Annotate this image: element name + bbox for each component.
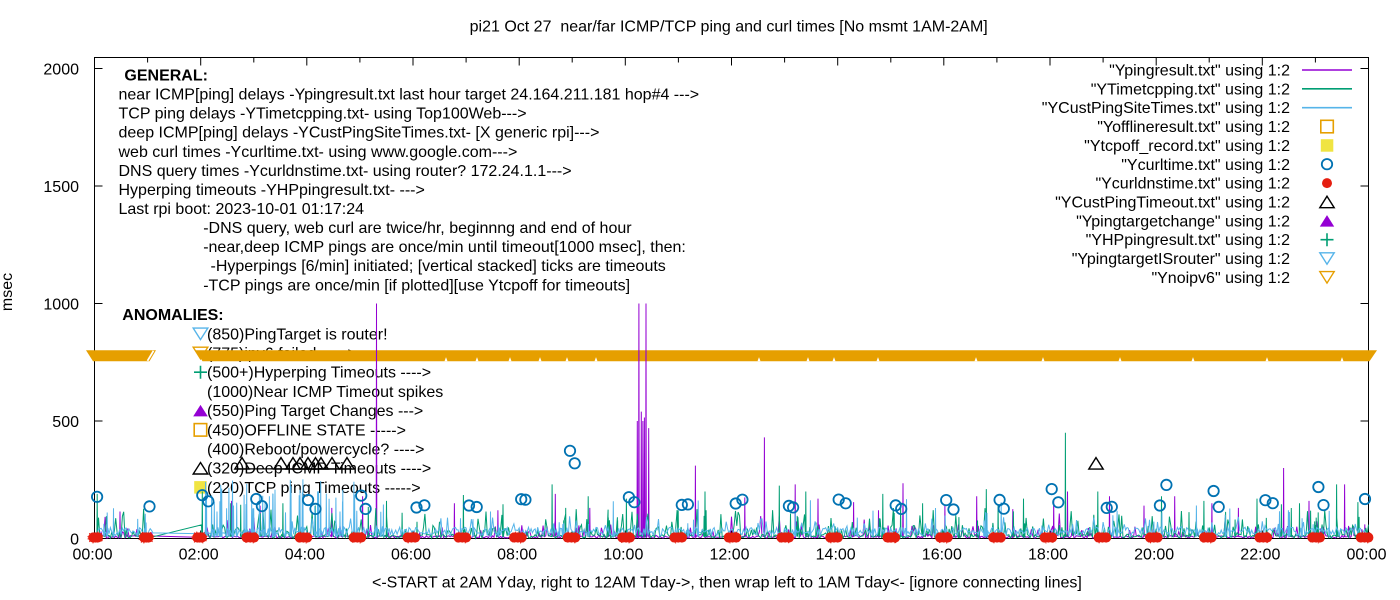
svg-text:00:00: 00:00 — [72, 547, 112, 564]
svg-text:"Ycurldnstime.txt" using 1:2: "Ycurldnstime.txt" using 1:2 — [1095, 176, 1290, 193]
svg-text:500: 500 — [52, 414, 79, 431]
svg-text:(220)TCP ping Timeouts ----->: (220)TCP ping Timeouts -----> — [207, 480, 421, 497]
svg-text:1000: 1000 — [43, 296, 79, 313]
svg-text:00:00: 00:00 — [1346, 547, 1386, 564]
svg-text:2000: 2000 — [43, 61, 79, 78]
svg-text:"YCustPingSiteTimes.txt" using: "YCustPingSiteTimes.txt" using 1:2 — [1042, 100, 1290, 117]
svg-text:"Yofflineresult.txt" using 1:2: "Yofflineresult.txt" using 1:2 — [1097, 119, 1290, 136]
svg-text:"Ypingresult.txt" using 1:2: "Ypingresult.txt" using 1:2 — [1109, 63, 1290, 80]
svg-text:1500: 1500 — [43, 179, 79, 196]
svg-text:(450)OFFLINE STATE ----->: (450)OFFLINE STATE -----> — [207, 422, 406, 439]
svg-text:"YpingtargetISrouter" using 1:: "YpingtargetISrouter" using 1:2 — [1072, 251, 1290, 268]
svg-text:ANOMALIES:: ANOMALIES: — [122, 307, 223, 324]
svg-text:20:00: 20:00 — [1134, 547, 1174, 564]
svg-text:14:00: 14:00 — [816, 547, 856, 564]
svg-text:"Ypingtargetchange" using 1:2: "Ypingtargetchange" using 1:2 — [1076, 213, 1290, 230]
svg-text:(850)PingTarget is router!: (850)PingTarget is router! — [207, 326, 388, 343]
svg-text:-DNS query, web curl are twice: -DNS query, web curl are twice/hr, begin… — [203, 220, 632, 237]
svg-text:Hyperping timeouts -YHPpingres: Hyperping timeouts -YHPpingresult.txt- -… — [119, 182, 425, 199]
svg-text:04:00: 04:00 — [285, 547, 325, 564]
svg-text:pi21 Oct 27 near/far ICMP/TCP: pi21 Oct 27 near/far ICMP/TCP ping and c… — [470, 19, 988, 36]
svg-text:08:00: 08:00 — [497, 547, 537, 564]
svg-text:"YHPpingresult.txt" using 1:2: "YHPpingresult.txt" using 1:2 — [1086, 232, 1290, 249]
svg-text:16:00: 16:00 — [922, 547, 962, 564]
svg-text:GENERAL:: GENERAL: — [124, 68, 208, 85]
svg-text:18:00: 18:00 — [1028, 547, 1068, 564]
svg-text:"Ytcpoff_record.txt" using 1:2: "Ytcpoff_record.txt" using 1:2 — [1084, 138, 1290, 155]
svg-text:02:00: 02:00 — [179, 547, 219, 564]
svg-text:22:00: 22:00 — [1240, 547, 1280, 564]
svg-text:-TCP pings are once/min [if pl: -TCP pings are once/min [if plotted][use… — [203, 277, 630, 294]
svg-text:web curl times -Ycurltime.txt-: web curl times -Ycurltime.txt- using www… — [118, 144, 518, 161]
svg-text:Last rpi boot: 2023-10-01 01:1: Last rpi boot: 2023-10-01 01:17:24 — [119, 201, 365, 218]
svg-text:0: 0 — [70, 531, 79, 548]
svg-text:"Ycurltime.txt" using 1:2: "Ycurltime.txt" using 1:2 — [1121, 157, 1290, 174]
svg-text:(500+)Hyperping Timeouts ---->: (500+)Hyperping Timeouts ----> — [207, 365, 431, 382]
svg-text:"YTimetcpping.txt" using 1:2: "YTimetcpping.txt" using 1:2 — [1091, 81, 1290, 98]
svg-text:10:00: 10:00 — [603, 547, 643, 564]
svg-text:(1000)Near ICMP Timeout spikes: (1000)Near ICMP Timeout spikes — [207, 384, 443, 401]
svg-text:msec: msec — [0, 273, 16, 311]
svg-text:deep ICMP[ping] delays -YCustP: deep ICMP[ping] delays -YCustPingSiteTim… — [119, 125, 600, 142]
svg-text:near ICMP[ping] delays -Ypingr: near ICMP[ping] delays -Ypingresult.txt … — [119, 87, 700, 104]
svg-text:-near,deep ICMP pings are once: -near,deep ICMP pings are once/min until… — [203, 239, 686, 256]
svg-text:"YCustPingTimeout.txt" using 1: "YCustPingTimeout.txt" using 1:2 — [1055, 194, 1290, 211]
svg-text:<-START at 2AM Yday, right to: <-START at 2AM Yday, right to 12AM Tday-… — [372, 575, 1082, 592]
svg-text:-Hyperpings [6/min] initiated;: -Hyperpings [6/min] initiated; [vertical… — [211, 258, 666, 275]
svg-text:(550)Ping Target Changes --->: (550)Ping Target Changes ---> — [207, 403, 423, 420]
svg-text:(400)Reboot/powercycle? ---->: (400)Reboot/powercycle? ----> — [207, 442, 424, 459]
svg-text:TCP ping delays -YTimetcpping.: TCP ping delays -YTimetcpping.txt- using… — [119, 106, 527, 123]
svg-text:12:00: 12:00 — [709, 547, 749, 564]
svg-text:DNS query times -Ycurldnstime.: DNS query times -Ycurldnstime.txt- using… — [119, 163, 572, 180]
svg-text:"Ynoipv6" using 1:2: "Ynoipv6" using 1:2 — [1151, 270, 1290, 287]
svg-text:06:00: 06:00 — [391, 547, 431, 564]
